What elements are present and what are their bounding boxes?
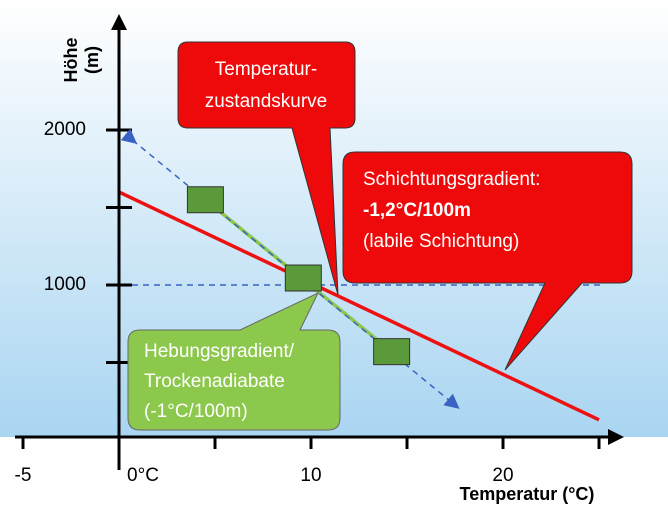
y-axis-arrow [111,14,127,30]
x-tick-label: 20 [492,465,513,486]
callout-text: (-1°C/100m) [144,401,248,422]
callout-shape [177,41,356,296]
callout-text: Hebungsgradient/ [144,341,295,362]
callout-text: zustandskurve [205,91,328,112]
x-tick-label: 0°C [127,465,159,486]
y-axis-label: (m) [82,46,102,74]
x-tick-label: 10 [300,465,321,486]
callout-text: (labile Schichtung) [363,231,519,252]
y-tick-label: 1000 [44,274,86,295]
air-parcel [186,186,224,214]
callout-text: Temperatur- [215,59,317,80]
callout-text: -1,2°C/100m [363,200,471,221]
callout-text: Trockenadiabate [144,371,285,392]
callout-text: Schichtungsgradient: [363,169,540,190]
x-tick-label: -5 [15,465,32,486]
x-axis-arrow [608,429,624,445]
y-tick-label: 2000 [44,119,86,140]
line [120,128,460,409]
callout-shape [127,291,341,431]
callout-shape [342,151,633,371]
x-axis-label: Temperatur (°C) [460,484,595,504]
y-axis-label: Höhe [61,38,81,83]
air-parcel [373,338,411,366]
air-parcel [284,264,322,292]
